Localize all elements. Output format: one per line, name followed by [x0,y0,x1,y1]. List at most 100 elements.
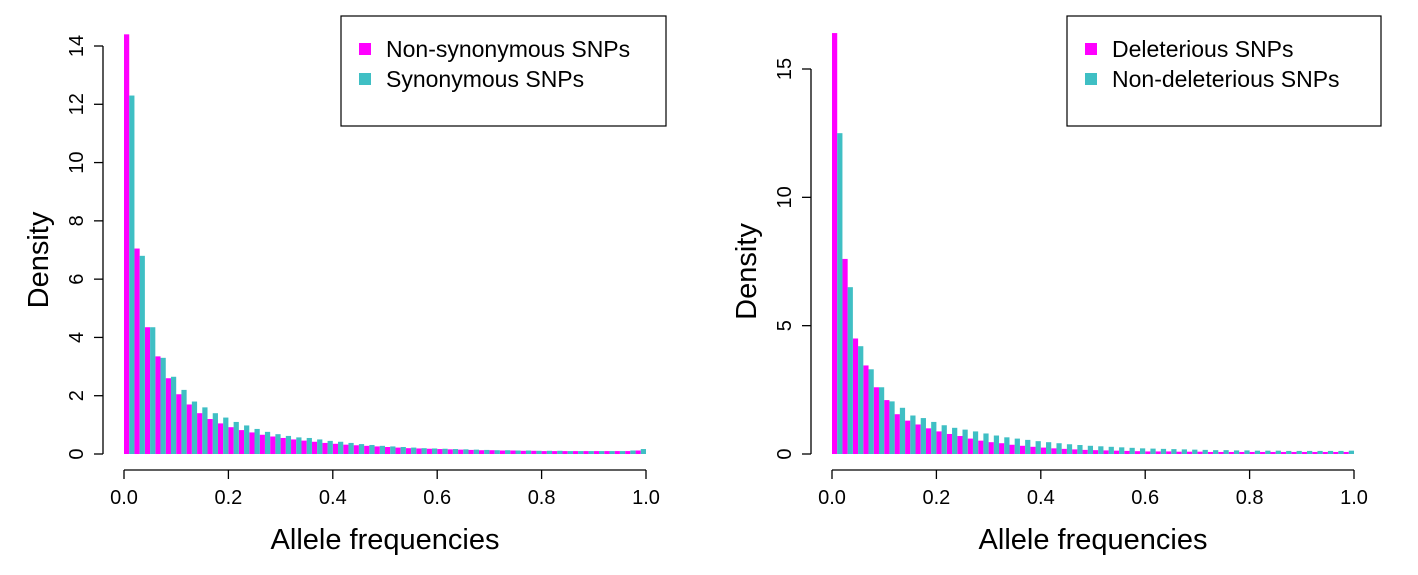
bar [614,451,620,454]
bar [1265,450,1271,454]
bar [572,451,579,454]
bar [1072,449,1078,454]
bar [191,401,198,454]
bar [202,407,208,454]
bars-1 [124,34,646,455]
bar [374,446,380,454]
bar [1171,449,1177,454]
bar [1160,448,1167,454]
bar [925,428,932,454]
bar [567,451,573,454]
bar [999,443,1005,454]
y-tick-label: 8 [66,215,88,226]
bar [144,327,151,454]
bar [1019,445,1026,454]
bar [1301,451,1308,454]
bar [952,427,958,454]
bar [484,449,490,454]
y-tick-label: 6 [66,274,88,285]
bar [1249,451,1255,454]
legend-swatch [1085,73,1097,85]
bar [411,447,417,454]
bar [400,447,406,454]
bar [170,376,177,454]
legend-label: Deleterious SNPs [1112,36,1294,62]
bar [1327,450,1334,454]
bar [1051,448,1057,454]
bar [531,450,537,454]
bar [1286,450,1292,454]
bar [124,34,130,455]
bar [1213,450,1219,454]
bar [962,429,968,454]
bar [1343,451,1349,454]
bar [557,450,563,454]
bar [1207,451,1214,454]
bar [1218,451,1224,454]
bar [520,450,526,454]
y-tick-label: 2 [66,390,88,401]
bar [233,421,239,454]
bar [510,450,516,454]
bar [160,357,166,454]
bar [1014,438,1020,454]
y-tick-label: 5 [774,320,796,331]
bar [181,389,187,454]
y-tick-label: 10 [66,151,88,173]
bar [1202,449,1208,454]
bar [863,365,869,454]
bar [1223,450,1229,454]
bar [941,425,947,454]
bar [1312,451,1318,454]
bar [458,449,464,454]
bar [332,443,339,454]
bar [494,450,500,454]
bar [259,434,265,454]
bar [915,424,921,454]
bar [155,356,161,454]
bar [946,433,953,454]
bar [197,413,203,454]
bar [957,436,963,454]
bar [139,255,145,454]
y-axis-title: Density [731,223,763,320]
bar [583,451,589,454]
legend-swatch [359,73,371,85]
legend: Non-synonymous SNPs Synonymous SNPs [340,15,667,127]
bar [489,450,495,454]
y-axis-title: Density [23,211,55,308]
bar [129,95,135,454]
chart-1: 0.0 0.2 0.4 0.6 0.8 1.0 Allele frequencies 0 2 4 6… [23,15,667,556]
bar [1197,451,1203,454]
bar [593,451,600,454]
legend-label: Non-deleterious SNPs [1112,66,1340,92]
bar [972,431,979,454]
y-tick-label: 4 [66,332,88,343]
bar [338,441,344,454]
bar [1280,451,1287,454]
bar [578,451,584,454]
bar [468,449,474,454]
bar [1103,450,1109,454]
bar [1338,450,1344,454]
bar [505,450,511,454]
bar [244,425,250,454]
bar [1035,441,1041,454]
bar [884,400,890,454]
bar [1244,450,1250,454]
bar [358,444,365,454]
legend-swatch [1085,43,1097,55]
bar [609,451,615,454]
x-tick-label: 1.0 [632,487,660,509]
bar [437,449,443,454]
x-axis-title: Allele frequencies [271,524,500,556]
bar [1046,442,1052,454]
bar [1077,445,1083,454]
x-tick-label: 0.6 [1131,487,1159,509]
bar [212,413,218,454]
bar [1254,450,1261,454]
bar [150,327,156,454]
y-tick-label: 15 [774,58,796,80]
bar [291,439,297,454]
bar [1145,451,1151,454]
